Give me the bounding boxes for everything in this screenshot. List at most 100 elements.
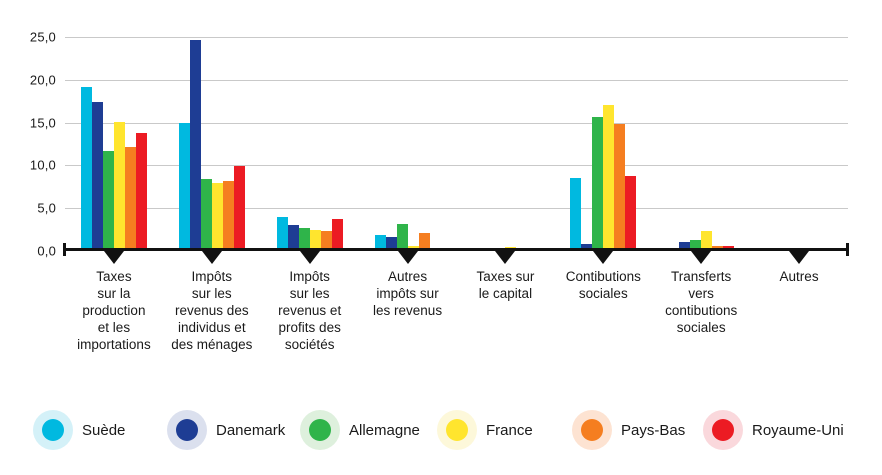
category-marker-triangle-icon xyxy=(103,251,124,264)
bar-France xyxy=(603,105,615,251)
y-tick-label: 15,0 xyxy=(29,115,56,131)
legend: Suède Danemark Allemagne France Pays-Bas… xyxy=(0,410,882,456)
bar-group xyxy=(554,37,652,251)
bar-France xyxy=(211,183,223,251)
x-category-label: Taxes sur la production et les importati… xyxy=(77,269,151,352)
bar-group xyxy=(359,37,457,251)
bar-Allemagne xyxy=(200,179,212,251)
x-category: Transferts vers contibutions sociales xyxy=(652,251,750,353)
legend-item-pays-bas: Pays-Bas xyxy=(572,410,685,450)
bar-Suède xyxy=(276,216,288,251)
bar-Suède xyxy=(374,234,386,251)
bar-Pays-Bas xyxy=(124,146,136,251)
legend-dot-icon xyxy=(712,419,734,441)
bar-Danemark xyxy=(385,237,397,251)
legend-item-royaume-uni: Royaume-Uni xyxy=(703,410,844,450)
legend-halo xyxy=(437,410,477,450)
y-tick-label: 0,0 xyxy=(37,243,56,259)
bar-Allemagne xyxy=(396,224,408,251)
x-category-label: Impôts sur les revenus et profits des so… xyxy=(278,269,342,352)
legend-label: France xyxy=(486,421,533,439)
x-category-label: Autres xyxy=(779,269,819,284)
y-tick-label: 20,0 xyxy=(29,72,56,88)
gridline xyxy=(65,37,848,38)
legend-dot-icon xyxy=(309,419,331,441)
y-tick-label: 25,0 xyxy=(29,29,56,45)
bar-Pays-Bas xyxy=(320,231,332,251)
legend-item-suede: Suède xyxy=(33,410,125,450)
legend-dot-icon xyxy=(446,419,468,441)
bar-cluster xyxy=(178,37,245,251)
x-category-label: Impôts sur les revenus des individus et … xyxy=(171,269,253,352)
x-category-label: Taxes sur le capital xyxy=(476,269,535,301)
bar-France xyxy=(113,121,125,251)
legend-halo xyxy=(572,410,612,450)
bar-Royaume-Uni xyxy=(625,175,637,251)
y-tick-label: 5,0 xyxy=(37,200,56,216)
legend-item-france: France xyxy=(437,410,533,450)
bar-Danemark xyxy=(679,242,691,251)
bar-France xyxy=(309,229,321,251)
bar-Allemagne xyxy=(592,116,604,251)
legend-dot-icon xyxy=(176,419,198,441)
bar-Danemark xyxy=(91,102,103,251)
category-marker-triangle-icon xyxy=(593,251,614,264)
y-tick-label: 10,0 xyxy=(29,157,56,173)
x-category: Taxes sur le capital xyxy=(457,251,555,353)
legend-label: Allemagne xyxy=(349,421,420,439)
category-marker-triangle-icon xyxy=(299,251,320,264)
bar-group xyxy=(65,37,163,251)
bar-Royaume-Uni xyxy=(233,166,245,251)
bar-Suède xyxy=(80,86,92,251)
bar-cluster xyxy=(668,37,735,251)
bar-Suède xyxy=(178,123,190,251)
category-marker-triangle-icon xyxy=(789,251,810,264)
legend-label: Suède xyxy=(82,421,126,439)
gridline xyxy=(65,208,848,210)
category-marker-triangle-icon xyxy=(495,251,516,264)
legend-dot-icon xyxy=(581,419,603,441)
legend-item-allemagne: Allemagne xyxy=(300,410,420,450)
category-marker-triangle-icon xyxy=(397,251,418,264)
bar-France xyxy=(701,231,713,251)
x-axis-labels: Taxes sur la production et les importati… xyxy=(65,251,848,353)
bar-group xyxy=(163,37,261,251)
x-axis-start-tick xyxy=(63,243,66,256)
bar-Royaume-Uni xyxy=(331,219,343,251)
category-marker-triangle-icon xyxy=(201,251,222,264)
gridline xyxy=(65,165,848,167)
bar-Allemagne xyxy=(690,239,702,251)
bar-cluster xyxy=(472,37,539,251)
x-category-label: Autres impôts sur les revenus xyxy=(373,269,443,318)
x-category-label: Transferts vers contibutions sociales xyxy=(665,269,738,335)
bar-Allemagne xyxy=(298,227,310,251)
gridline xyxy=(65,122,848,124)
category-marker-triangle-icon xyxy=(691,251,712,264)
legend-item-danemark: Danemark xyxy=(167,410,285,450)
bar-group xyxy=(750,37,848,251)
bar-Royaume-Uni xyxy=(135,132,147,251)
legend-label: Danemark xyxy=(216,421,286,439)
x-axis-line xyxy=(63,248,849,251)
x-axis-end-tick xyxy=(846,243,849,256)
bar-cluster xyxy=(374,37,441,251)
legend-dot-icon xyxy=(42,419,64,441)
x-category: Impôts sur les revenus et profits des so… xyxy=(261,251,359,353)
bar-Danemark xyxy=(189,39,201,251)
bar-Allemagne xyxy=(102,150,114,251)
x-category: Autres impôts sur les revenus xyxy=(359,251,457,353)
bar-Pays-Bas xyxy=(614,124,626,251)
legend-halo xyxy=(33,410,73,450)
x-category: Contibutions sociales xyxy=(554,251,652,353)
x-category-label: Contibutions sociales xyxy=(565,269,641,301)
bar-Danemark xyxy=(287,225,299,251)
bar-Danemark xyxy=(581,244,593,251)
bar-Suède xyxy=(570,178,582,251)
legend-label: Pays-Bas xyxy=(621,421,686,439)
x-category: Impôts sur les revenus des individus et … xyxy=(163,251,261,353)
bar-group xyxy=(457,37,555,251)
x-category: Autres xyxy=(750,251,848,353)
bar-cluster xyxy=(80,37,147,251)
gridline xyxy=(65,79,848,81)
